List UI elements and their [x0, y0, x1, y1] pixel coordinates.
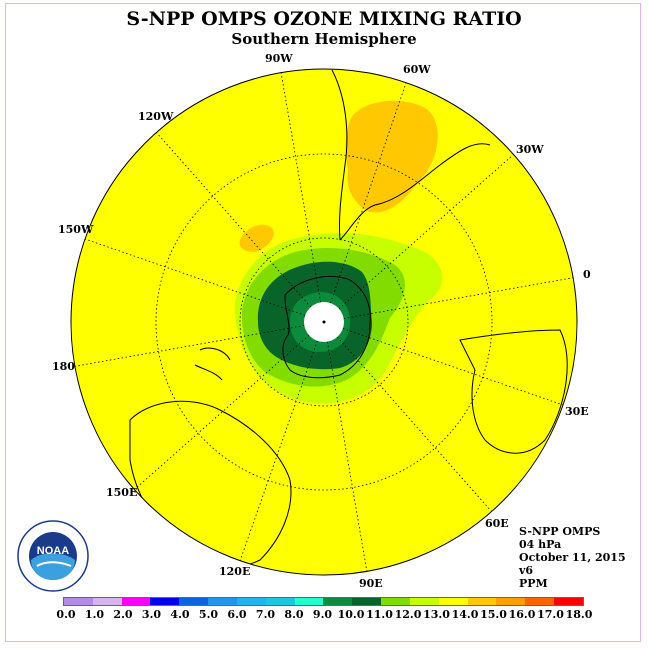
colorbar-tick-label: 1.0 [84, 608, 105, 621]
colorbar-segment [381, 598, 410, 605]
colorbar-tick-label: 6.0 [227, 608, 247, 621]
pole-marker [322, 320, 326, 324]
colorbar-tick-label: 15.0 [480, 608, 507, 621]
info-level: 04 hPa [519, 538, 562, 551]
colorbar-ticks: 0.0 1.0 2.0 3.0 4.0 5.0 6.0 7.0 8.0 9.0 10.0 11.0 12… [0, 608, 648, 622]
lon-label-90w: 90W [265, 52, 293, 65]
colorbar-segment [496, 598, 526, 605]
colorbar-tick-label: 17.0 [537, 608, 564, 621]
lon-label-180: 180 [52, 360, 75, 373]
colorbar-segment [467, 598, 497, 605]
map-title: S-NPP OMPS OZONE MIXING RATIO [126, 8, 522, 30]
colorbar-segment [121, 598, 151, 605]
map-subtitle: Southern Hemisphere [231, 30, 417, 48]
colorbar-segment [294, 598, 324, 605]
colorbar-segment [236, 598, 266, 605]
colorbar-segment [438, 598, 468, 605]
colorbar-tick-label: 3.0 [141, 608, 162, 621]
lon-label-120e: 120E [219, 565, 251, 578]
colorbar-tick-label: 4.0 [170, 608, 190, 621]
colorbar-tick-label: 16.0 [508, 608, 536, 621]
lon-label-150e: 150E [106, 486, 138, 499]
lon-label-60w: 60W [403, 63, 431, 76]
colorbar-tick-label: 8.0 [284, 608, 304, 621]
colorbar-tick-label: 12.0 [394, 608, 422, 621]
noaa-logo: NOAA [17, 520, 89, 592]
colorbar-segment [265, 598, 295, 605]
colorbar-tick-label: 13.0 [423, 608, 450, 621]
map-outline [70, 68, 578, 576]
colorbar-segment [554, 598, 583, 605]
colorbar-segment [92, 598, 122, 605]
lon-label-60e: 60E [485, 517, 509, 530]
lon-label-150w: 150W [58, 223, 94, 236]
info-block: S-NPP OMPS 04 hPa October 11, 2015 v6 PP… [519, 525, 626, 590]
lon-label-90e: 90E [359, 577, 383, 590]
colorbar-tick-label: 14.0 [451, 608, 479, 621]
colorbar-tick-label: 0.0 [56, 608, 76, 621]
colorbar-tick-label: 9.0 [312, 608, 333, 621]
colorbar [63, 597, 584, 606]
colorbar-segment [208, 598, 237, 605]
colorbar-segment [64, 598, 93, 605]
info-version: v6 [519, 564, 534, 577]
colorbar-segment [179, 598, 209, 605]
colorbar-tick-label: 10.0 [337, 608, 365, 621]
colorbar-segment [150, 598, 180, 605]
colorbar-tick-label: 11.0 [366, 608, 393, 621]
coastline-africa [459, 329, 568, 454]
graticule [71, 71, 577, 573]
lon-label-30e: 30E [565, 405, 589, 418]
lon-label-0: 0 [583, 268, 591, 281]
coastline-south-america [331, 69, 491, 241]
info-date: October 11, 2015 [519, 551, 626, 564]
colorbar-segment [352, 598, 382, 605]
lon-label-30w: 30W [516, 143, 544, 156]
orange-region-pacific [239, 224, 274, 252]
info-instrument: S-NPP OMPS [519, 525, 601, 538]
logo-text: NOAA [37, 545, 69, 557]
colorbar-tick-label: 2.0 [113, 608, 133, 621]
colorbar-segment [409, 598, 439, 605]
colorbar-tick-label: 18.0 [565, 608, 593, 621]
figure-border [5, 3, 641, 642]
lon-label-120w: 120W [138, 110, 174, 123]
coastline-antarctica [282, 276, 371, 379]
colorbar-tick-label: 5.0 [198, 608, 219, 621]
info-units: PPM [519, 577, 548, 590]
colorbar-segment [323, 598, 353, 605]
colorbar-segment [525, 598, 555, 605]
colorbar-tick-label: 7.0 [255, 608, 276, 621]
coastline-new-zealand [194, 347, 231, 381]
